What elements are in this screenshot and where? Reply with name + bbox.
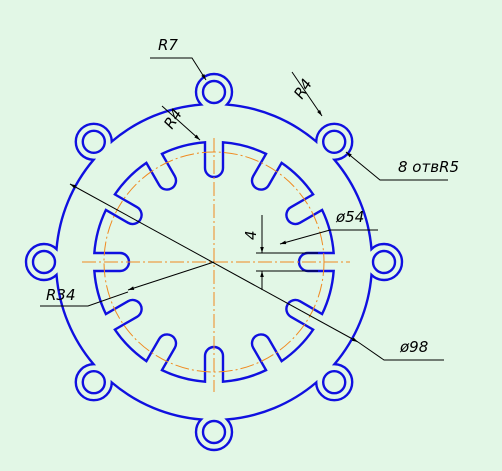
- leader-holes: [345, 151, 448, 181]
- bolt-hole: [322, 129, 347, 154]
- dim-d98: [69, 183, 359, 343]
- label-gap: 4: [242, 230, 260, 240]
- bolt-hole: [81, 370, 106, 395]
- label-holes: 8 отвR5: [398, 158, 459, 176]
- label-r34: R34: [46, 286, 76, 304]
- bolt-hole: [81, 129, 106, 154]
- outer-contour: [24, 72, 404, 452]
- bolt-hole: [371, 249, 397, 275]
- bolt-hole: [322, 370, 347, 395]
- leader-r4-top: [291, 71, 323, 117]
- leader-r4-left: [161, 105, 201, 141]
- label-d54: ø54: [335, 208, 364, 226]
- leader-d98: [357, 341, 444, 361]
- bolt-hole: [201, 79, 227, 105]
- bolt-hole: [31, 249, 57, 275]
- label-r7: R7: [158, 36, 178, 54]
- bolt-hole: [201, 419, 227, 445]
- label-d98: ø98: [399, 338, 428, 356]
- leader-r7: [150, 57, 207, 81]
